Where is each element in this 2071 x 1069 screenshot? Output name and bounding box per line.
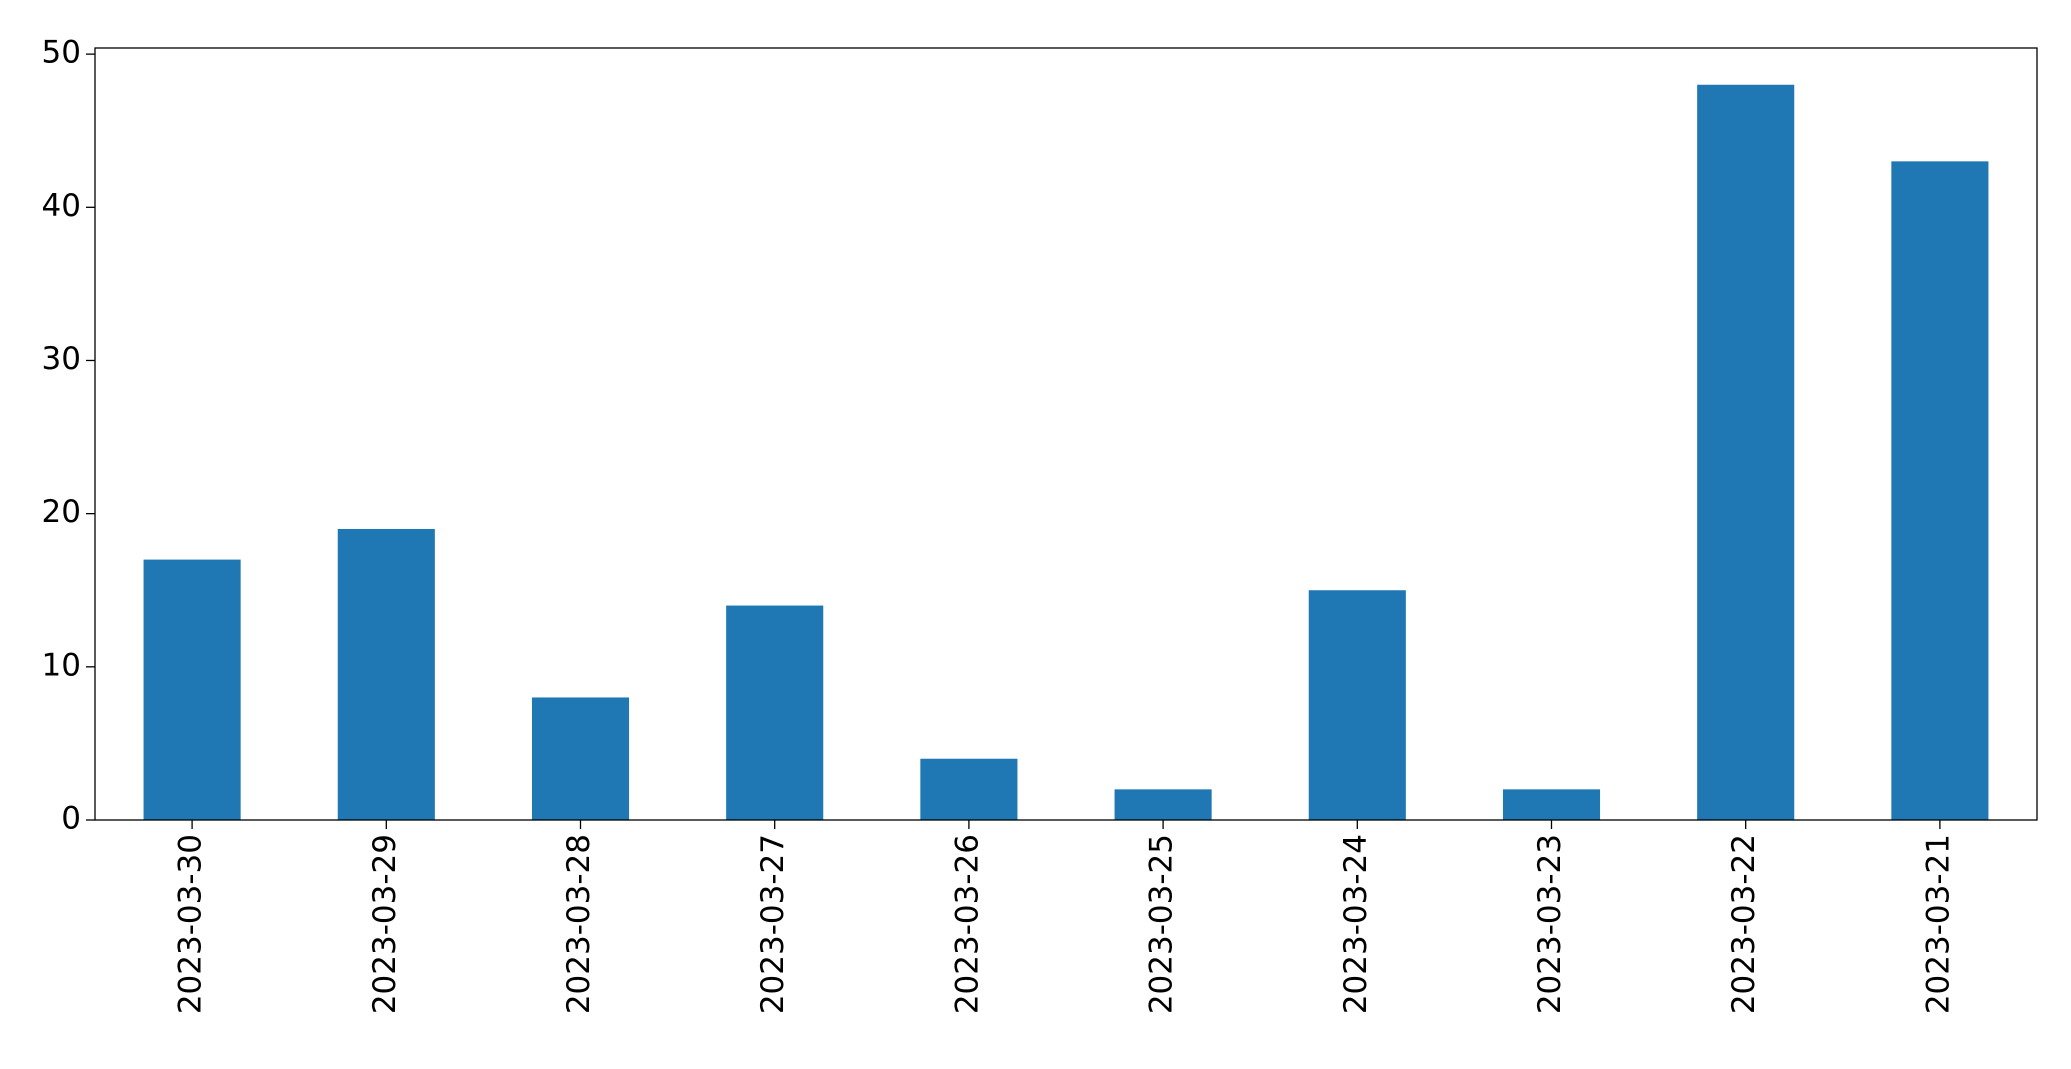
y-tick-label: 20 [42, 494, 81, 530]
bar [920, 758, 1018, 820]
bar [337, 528, 435, 820]
y-tick-label: 0 [61, 801, 81, 837]
x-tick-label: 2023-03-30 [173, 834, 209, 1014]
x-tick-label: 2023-03-21 [1920, 834, 1956, 1014]
y-tick-label: 40 [42, 188, 81, 224]
x-tick-label: 2023-03-28 [561, 834, 597, 1014]
x-tick-label: 2023-03-24 [1338, 834, 1374, 1014]
x-tick-label: 2023-03-26 [949, 834, 985, 1014]
x-tick-label: 2023-03-25 [1144, 834, 1180, 1014]
y-tick-label: 30 [42, 341, 81, 377]
x-tick-label: 2023-03-23 [1532, 834, 1568, 1014]
plot-frame [94, 47, 2038, 821]
bar [726, 605, 824, 820]
x-tick-label: 2023-03-27 [755, 834, 791, 1014]
y-tick-label: 10 [42, 647, 81, 683]
bar [1891, 161, 1989, 820]
bar [1502, 789, 1601, 820]
bar [1114, 789, 1212, 820]
bar [531, 697, 630, 820]
y-tick-label: 50 [42, 35, 81, 71]
bar [1308, 590, 1406, 820]
bar [143, 559, 241, 820]
x-tick-label: 2023-03-29 [367, 834, 403, 1014]
bar [1697, 84, 1795, 820]
x-tick-label: 2023-03-22 [1726, 834, 1762, 1014]
